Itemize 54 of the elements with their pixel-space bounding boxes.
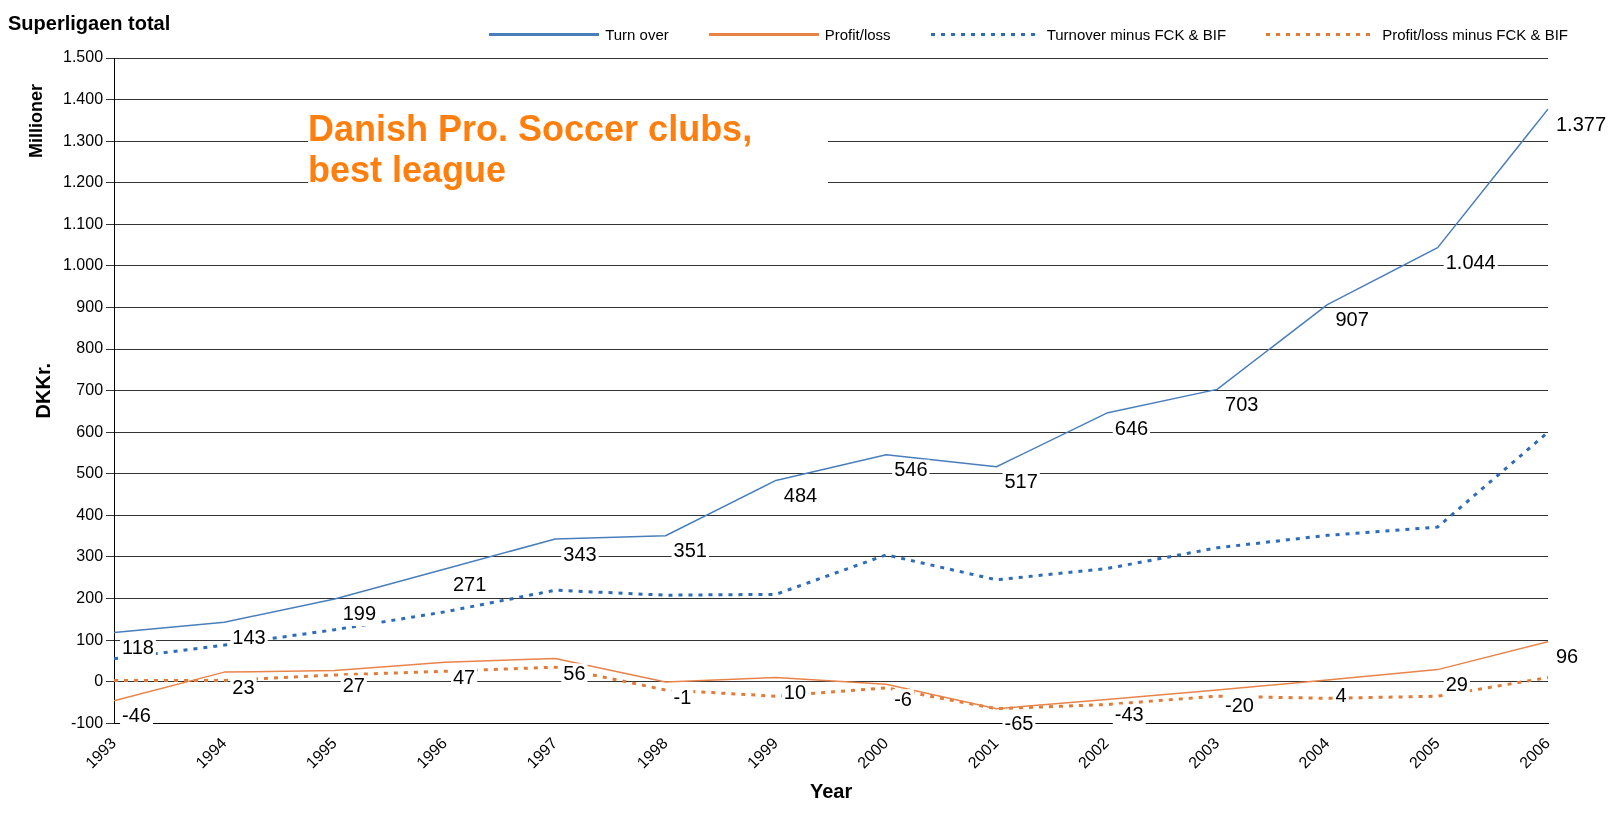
x-axis-title: Year (809, 779, 853, 802)
chart-title: Superligaen total (8, 12, 171, 35)
y-tick-label: 700 (76, 381, 104, 399)
legend-label: Profit/loss minus FCK & BIF (1382, 26, 1568, 43)
data-label: -65 (1004, 712, 1034, 735)
data-label: 517 (1004, 470, 1038, 493)
data-label: 546 (894, 458, 928, 481)
annotation: Danish Pro. Soccer clubs, best league (308, 108, 828, 191)
y-tick-label: 1.000 (62, 256, 104, 274)
data-label: 646 (1114, 416, 1149, 439)
legend-label: Profit/loss (824, 26, 891, 43)
data-label: 29 (1445, 673, 1468, 696)
data-label: -1 (673, 685, 692, 708)
data-label: -46 (122, 704, 151, 727)
y-tick-label: 0 (94, 672, 104, 690)
data-label: 10 (783, 681, 807, 704)
y-tick-label: 900 (76, 297, 104, 315)
data-label: 56 (563, 661, 586, 684)
y-tick-label: 1.300 (62, 131, 104, 149)
y-axis-title: DKKr. (31, 362, 54, 419)
y-tick-label: 1.500 (62, 48, 104, 66)
y-tick-label: 800 (76, 339, 104, 357)
data-label: 118 (122, 636, 154, 659)
data-label: 199 (342, 602, 377, 625)
data-label: 1.377 (1556, 112, 1607, 135)
data-label: 484 (783, 483, 818, 506)
y-tick-label: 100 (76, 630, 104, 648)
y-tick-label: 600 (76, 422, 104, 440)
y-tick-label: 300 (76, 547, 104, 565)
data-label: 4 (1335, 683, 1347, 706)
legend-label: Turnover minus FCK & BIF (1046, 26, 1227, 43)
data-label: -20 (1225, 693, 1254, 716)
data-label: 27 (342, 673, 365, 696)
y-tick-label: 200 (76, 588, 104, 606)
data-label: 351 (673, 539, 707, 562)
data-label: -43 (1114, 703, 1144, 726)
y-tick-label: 500 (76, 464, 104, 482)
y-tick-label: 1.100 (62, 214, 104, 232)
data-label: 1.044 (1445, 251, 1496, 274)
y-tick-label: -100 (71, 713, 104, 731)
legend-label: Turn over (605, 26, 669, 43)
y-tick-label: 400 (76, 505, 104, 523)
data-label: 343 (563, 542, 597, 565)
text: Millioner (26, 83, 47, 158)
data-label: 907 (1335, 308, 1369, 331)
y-tick-label: 1.400 (62, 89, 104, 107)
data-label: 271 (452, 572, 487, 595)
data-label: 47 (452, 665, 476, 688)
data-label: 703 (1225, 392, 1259, 415)
data-label: -6 (894, 687, 912, 710)
y-tick-label: 1.200 (62, 173, 104, 191)
data-label: 143 (232, 625, 266, 648)
data-label: 23 (232, 675, 255, 698)
data-label: 96 (1556, 645, 1579, 668)
